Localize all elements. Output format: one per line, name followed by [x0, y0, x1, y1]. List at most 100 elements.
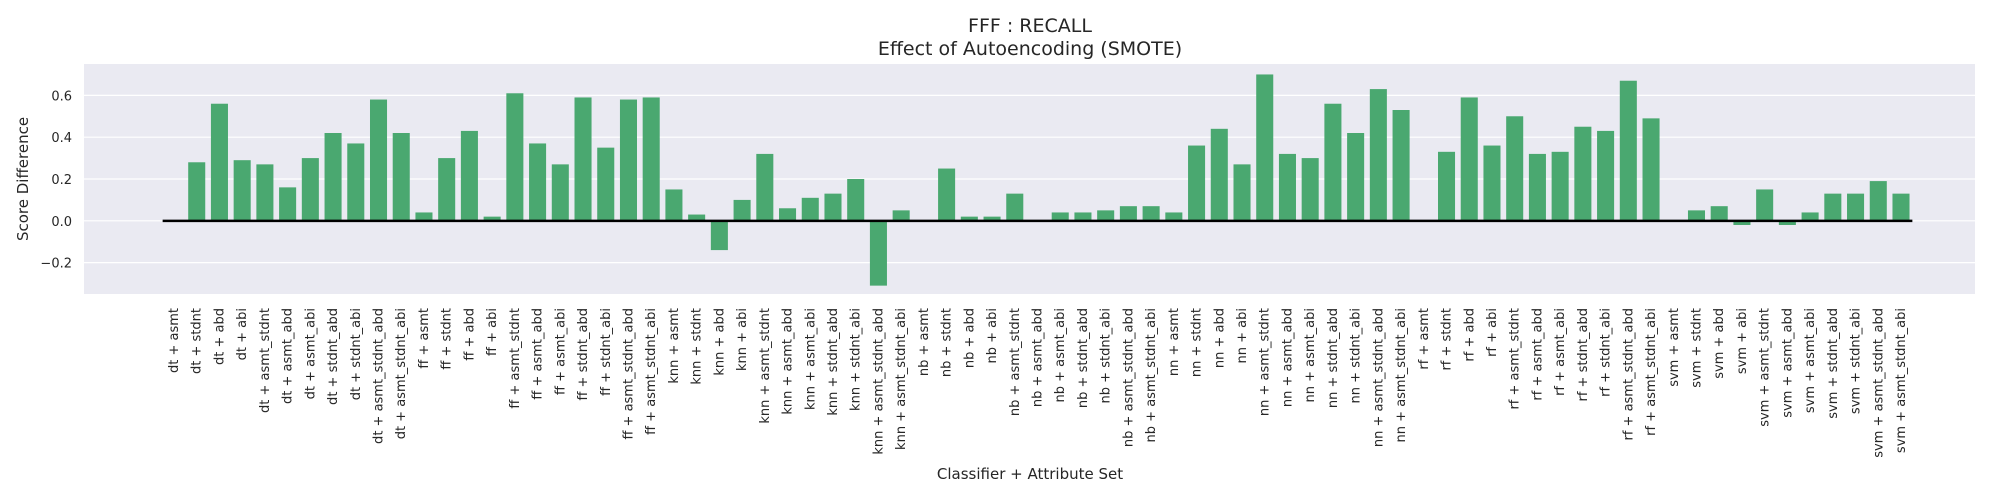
bar	[279, 187, 297, 221]
x-tick-label: svm + stdnt_abi	[1849, 308, 1864, 414]
x-tick-label: dt + asmt_stdnt	[258, 308, 273, 413]
bar	[1597, 130, 1615, 221]
x-tick-label: svm + asmt_stdnt_abi	[1894, 308, 1909, 453]
bar	[1551, 151, 1569, 221]
x-tick-label: dt + asmt_abd	[281, 308, 296, 404]
bar	[1119, 206, 1137, 221]
x-tick-label: nb + asmt_stdnt	[1008, 308, 1023, 416]
bar	[529, 143, 547, 221]
x-tick-label: knn + abd	[712, 308, 727, 376]
x-tick-label: knn + abi	[735, 308, 750, 371]
bar	[1256, 74, 1274, 221]
x-tick-label: dt + asmt	[167, 308, 182, 373]
bar	[1619, 80, 1637, 221]
x-tick-label: nb + asmt	[917, 308, 932, 376]
bar	[1074, 212, 1092, 221]
bar	[1506, 116, 1524, 221]
x-tick-label: svm + asmt	[1667, 308, 1682, 387]
y-tick-label: −0.2	[40, 257, 72, 272]
bar	[1142, 206, 1160, 221]
x-tick-label: svm + stdnt_abd	[1826, 308, 1841, 419]
bar	[574, 97, 592, 221]
x-tick-label: ff + stdnt	[440, 308, 455, 370]
bar	[1824, 193, 1842, 221]
y-tick-label: 0.4	[51, 131, 72, 146]
bar	[1892, 193, 1910, 221]
x-tick-label: nn + asmt_stdnt_abi	[1394, 308, 1409, 442]
bar	[1438, 151, 1456, 221]
bar	[733, 199, 751, 221]
bar	[1642, 118, 1660, 221]
x-tick-label: rf + stdnt_abd	[1576, 308, 1591, 402]
bar	[188, 162, 206, 221]
x-tick-labels: dt + asmt dt + stdnt dt + abd dt + abi dt + …	[167, 308, 1909, 458]
bar	[869, 220, 887, 286]
x-tick-label: knn + stdnt_abd	[826, 308, 841, 416]
x-tick-label: nn + asmt	[1167, 308, 1182, 376]
x-tick-label: nn + asmt_abd	[1280, 308, 1295, 407]
bar	[551, 164, 569, 221]
x-tick-label: nb + stdnt_abd	[1076, 308, 1091, 408]
x-tick-label: svm + abi	[1735, 308, 1750, 374]
x-tick-label: svm + stdnt	[1689, 308, 1704, 388]
bar	[347, 143, 365, 221]
bars	[188, 74, 1910, 286]
bar	[688, 214, 706, 221]
x-tick-label: svm + asmt_abi	[1803, 308, 1818, 413]
bar	[1756, 189, 1774, 221]
bar	[619, 99, 637, 221]
bar	[369, 99, 388, 221]
x-tick-label: nb + asmt_stdnt_abi	[1144, 308, 1159, 442]
bar	[1778, 220, 1796, 225]
bar	[1801, 212, 1819, 221]
x-tick-label: rf + stdnt	[1440, 308, 1455, 371]
bar	[1165, 212, 1183, 221]
x-tick-label: rf + asmt_abd	[1530, 308, 1545, 401]
bar	[642, 97, 660, 221]
y-tick-labels: −0.2 0.0 0.2 0.4 0.6	[40, 89, 72, 271]
x-tick-label: ff + stdnt_abd	[576, 308, 591, 401]
x-tick-label: nn + asmt_abi	[1303, 308, 1318, 402]
x-tick-label: rf + stdnt_abi	[1599, 308, 1614, 397]
bar	[960, 216, 978, 221]
bar	[415, 212, 433, 221]
x-tick-label: knn + asmt_stdnt_abd	[871, 308, 886, 455]
chart-title: FFF : RECALL	[968, 15, 1092, 37]
bar	[1460, 97, 1478, 221]
bar	[1847, 193, 1865, 221]
x-tick-label: nn + stdnt_abi	[1349, 308, 1364, 403]
bar	[233, 160, 251, 221]
bar	[1006, 193, 1024, 221]
bar	[847, 179, 865, 221]
y-tick-label: 0.6	[51, 89, 72, 104]
chart-subtitle: Effect of Autoencoding (SMOTE)	[878, 38, 1182, 60]
bar	[1687, 210, 1706, 221]
x-tick-label: svm + asmt_stdnt	[1758, 308, 1773, 427]
x-tick-label: dt + stdnt	[190, 308, 205, 374]
x-tick-label: rf + asmt_stdnt_abi	[1644, 308, 1659, 436]
bar	[1301, 158, 1319, 221]
bar	[506, 93, 524, 221]
x-tick-label: nb + abi	[985, 308, 1000, 363]
bar	[1051, 212, 1069, 221]
x-tick-label: knn + stdnt_abi	[849, 308, 864, 411]
bar	[301, 158, 319, 221]
x-tick-label: svm + asmt_stdnt_abd	[1871, 308, 1886, 458]
bar	[1324, 103, 1342, 221]
x-tick-label: nn + asmt_stdnt_abd	[1371, 308, 1386, 447]
x-tick-label: dt + stdnt_abi	[349, 308, 364, 400]
x-tick-label: nb + asmt_stdnt_abd	[1121, 308, 1136, 447]
x-tick-label: nb + stdnt_abi	[1099, 308, 1114, 403]
bar	[483, 216, 501, 221]
x-tick-label: ff + abd	[462, 308, 477, 361]
x-tick-label: nb + abd	[962, 308, 977, 368]
bar	[756, 153, 774, 221]
bar	[779, 208, 797, 221]
x-tick-label: ff + asmt_stdnt_abi	[644, 308, 659, 435]
x-tick-label: rf + abd	[1462, 308, 1477, 362]
x-tick-label: dt + asmt_stdnt_abi	[394, 308, 409, 439]
bar	[1097, 210, 1115, 221]
x-tick-label: dt + abi	[235, 308, 250, 360]
x-tick-label: ff + asmt_stdnt	[508, 308, 523, 409]
